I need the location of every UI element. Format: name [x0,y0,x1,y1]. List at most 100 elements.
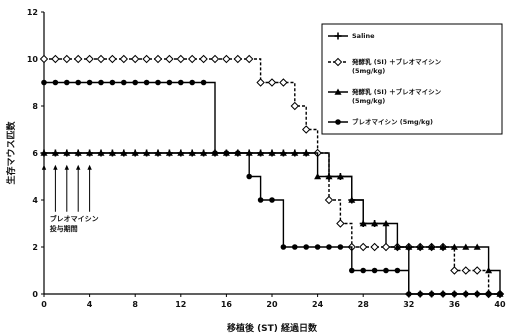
data-point-circle [132,79,138,86]
data-point-circle [212,150,218,156]
data-point-diamond [130,54,140,64]
data-point-triangle [473,243,481,250]
legend-label: 発酵乳 (SI) ＋ブレオマイシン [351,87,442,96]
data-point-diamond [461,266,471,275]
data-point-triangle [348,196,356,203]
data-point-triangle [450,243,458,250]
data-point-diamond [199,54,208,64]
data-point-circle [349,267,355,274]
legend-entry-3: 発酵乳 (SI) ＋ブレオマイシン(5mg/kg) [328,87,442,105]
x-axis-label: 移植後 (ST) 経過日数 [227,322,318,334]
y-tick-label: 0 [32,290,38,299]
data-point-triangle [40,149,48,156]
data-point-triangle [382,220,390,227]
data-point-diamond [62,54,72,64]
legend-label: (5mg/kg) [352,67,385,75]
data-point-plus [334,32,342,40]
data-point-triangle [257,149,265,156]
y-tick-label: 10 [27,55,39,64]
data-point-circle [280,244,287,250]
x-tick-label: 8 [132,300,138,309]
data-point-diamond [73,54,83,64]
data-point-circle [314,244,321,250]
data-point-circle [189,79,195,86]
legend-box [321,23,503,135]
data-point-circle [383,267,389,274]
dosing-arrow [41,164,47,212]
data-point-diamond [336,219,345,228]
data-point-circle [257,197,264,203]
series-4 [41,79,503,297]
data-point-triangle [51,149,59,156]
data-point-diamond [370,242,379,252]
data-point-triangle [405,243,413,250]
data-point-diamond [256,78,265,87]
data-point-diamond [324,195,334,205]
data-point-triangle [416,243,424,250]
y-tick-label: 4 [32,196,38,205]
data-point-diamond [472,266,482,275]
data-point-triangle [63,149,71,156]
data-point-circle [41,79,47,86]
data-point-triangle [393,243,401,250]
data-point-circle [52,79,59,86]
series-line [44,152,501,294]
data-point-triangle [177,149,185,156]
data-point-diamond [233,54,243,64]
data-point-diamond [153,54,163,64]
data-point-diamond [244,54,254,64]
data-point-diamond [222,54,231,64]
legend-label: (5mg/kg) [352,97,385,105]
annotation-text: 投与期間 [50,224,78,233]
y-tick-label: 12 [27,8,38,17]
data-point-circle [292,244,298,250]
data-point-circle [440,291,446,297]
data-point-diamond [450,266,459,275]
data-point-circle [326,244,332,250]
dosing-arrow [64,164,69,212]
data-point-triangle [86,149,94,156]
x-tick-label: 28 [358,300,370,309]
data-point-diamond [290,101,300,111]
data-point-triangle [291,149,299,156]
data-point-triangle [200,149,208,156]
x-tick-label: 16 [221,300,233,309]
data-point-circle [474,291,481,297]
data-point-diamond [51,54,60,64]
data-point-circle [497,291,503,297]
y-tick-label: 2 [32,243,38,252]
data-point-triangle [268,149,276,156]
data-point-triangle [462,243,470,250]
data-point-circle [337,244,344,250]
data-point-diamond [96,54,106,64]
data-point-circle [64,79,70,86]
data-point-diamond [210,54,220,64]
data-point-triangle [371,220,379,227]
data-point-triangle [131,149,139,156]
data-point-triangle [428,243,436,250]
data-point-triangle [165,149,173,156]
data-point-diamond [301,125,311,134]
legend-label: Saline [352,32,375,40]
data-point-diamond [358,242,368,252]
data-point-triangle [314,173,322,180]
data-point-triangle [336,173,344,180]
x-tick-label: 4 [87,300,93,309]
data-point-triangle [334,88,342,95]
series-1 [40,149,504,298]
dosing-arrow [87,164,92,212]
x-tick-label: 24 [312,300,324,309]
data-point-diamond [142,54,151,64]
legend-entry-1: Saline [328,32,375,40]
data-point-triangle [143,149,151,156]
x-tick-label: 40 [494,300,506,309]
legend-label: ブレオマイシン (5mg/kg) [352,117,433,126]
data-point-circle [360,267,367,274]
data-point-triangle [154,149,162,156]
data-point-diamond [85,54,94,64]
data-point-circle [335,119,341,125]
data-point-circle [406,291,412,297]
